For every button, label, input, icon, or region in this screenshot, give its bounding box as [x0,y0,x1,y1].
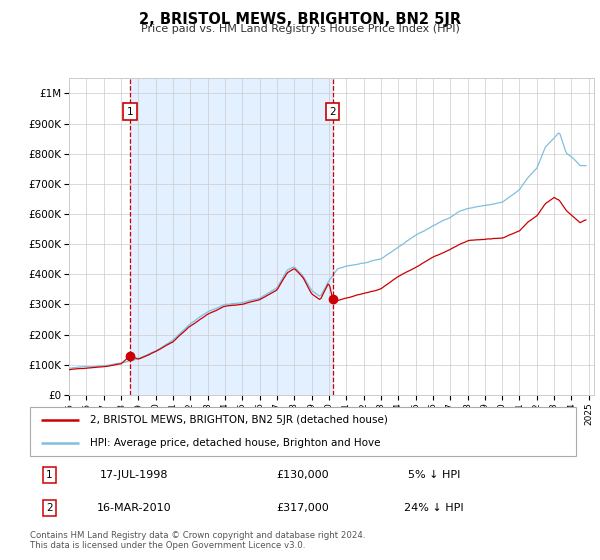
Text: 2, BRISTOL MEWS, BRIGHTON, BN2 5JR: 2, BRISTOL MEWS, BRIGHTON, BN2 5JR [139,12,461,27]
Text: Contains HM Land Registry data © Crown copyright and database right 2024.
This d: Contains HM Land Registry data © Crown c… [30,531,365,550]
Text: 2: 2 [329,106,336,116]
Text: 5% ↓ HPI: 5% ↓ HPI [408,470,460,480]
Text: £317,000: £317,000 [277,503,329,513]
Text: Price paid vs. HM Land Registry's House Price Index (HPI): Price paid vs. HM Land Registry's House … [140,24,460,34]
Text: 1: 1 [46,470,52,480]
Bar [130,78,332,395]
Text: 2: 2 [46,503,52,513]
Text: 2, BRISTOL MEWS, BRIGHTON, BN2 5JR (detached house): 2, BRISTOL MEWS, BRIGHTON, BN2 5JR (deta… [90,416,388,426]
Text: 24% ↓ HPI: 24% ↓ HPI [404,503,464,513]
Text: 17-JUL-1998: 17-JUL-1998 [100,470,168,480]
Text: 1: 1 [127,106,134,116]
Text: 16-MAR-2010: 16-MAR-2010 [97,503,171,513]
FancyBboxPatch shape [30,407,576,456]
Text: £130,000: £130,000 [277,470,329,480]
Text: HPI: Average price, detached house, Brighton and Hove: HPI: Average price, detached house, Brig… [90,438,380,448]
